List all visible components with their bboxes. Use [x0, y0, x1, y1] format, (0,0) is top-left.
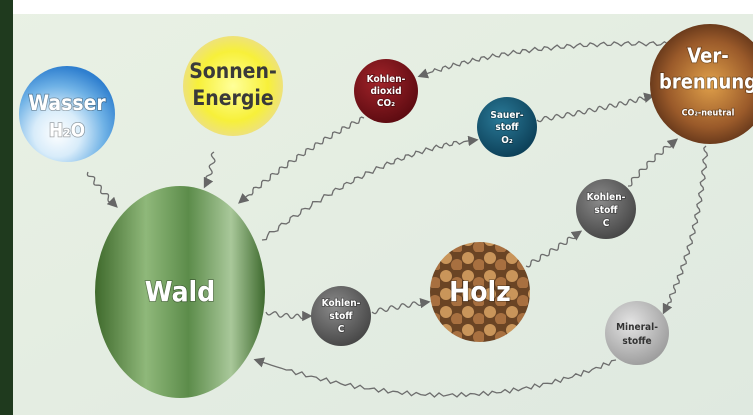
diagram: WasserH₂OSonnen-EnergieKohlen-dioxidCO₂S… — [0, 0, 753, 415]
node-label: Kohlen- — [587, 192, 626, 203]
node-label: CO₂ — [377, 98, 395, 109]
node-label: Wasser — [28, 91, 106, 115]
node-label: H₂O — [49, 120, 85, 142]
node-label: CO₂-neutral — [682, 109, 735, 119]
node-label: C — [603, 218, 610, 229]
node-label: O₂ — [501, 135, 513, 146]
node-label: brennung — [659, 70, 753, 94]
top-bar — [0, 0, 753, 14]
node-label: Kohlen- — [367, 74, 406, 85]
node-label: stoff — [329, 311, 353, 322]
node-label: Ver- — [687, 44, 728, 68]
node-label: dioxid — [370, 86, 401, 97]
node-label: Kohlen- — [322, 298, 361, 309]
node-label: stoff — [594, 205, 618, 216]
leaf-strip — [0, 0, 13, 415]
page: WasserH₂OSonnen-EnergieKohlen-dioxidCO₂S… — [0, 0, 753, 415]
minerals-circle — [605, 301, 669, 365]
node-label: Energie — [192, 86, 273, 110]
node-label: C — [338, 324, 345, 335]
node-label: stoffe — [622, 336, 651, 347]
node-label: Wald — [145, 275, 215, 308]
node-label: Sauer- — [490, 110, 523, 121]
node-label: stoff — [495, 122, 519, 133]
node-label: Mineral- — [616, 322, 658, 333]
node-label: Sonnen- — [189, 59, 277, 83]
node-label: Holz — [449, 275, 511, 308]
